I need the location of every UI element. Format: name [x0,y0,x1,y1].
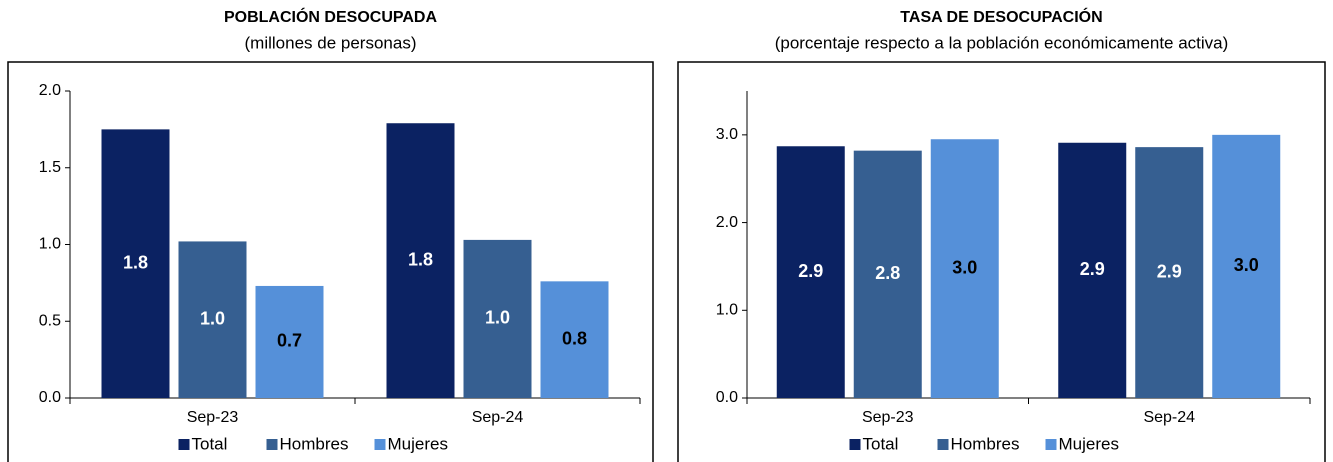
legend-label: Mujeres [1059,434,1119,453]
bar [930,139,999,398]
y-tick-label: 0.0 [716,389,738,406]
legend-swatch [937,439,949,450]
y-tick-label: 3.0 [716,126,738,143]
x-tick-label: Sep-24 [472,409,524,426]
bar [101,129,170,398]
bar [178,241,247,398]
y-tick-label: 2.0 [39,82,61,99]
x-tick-label: Sep-23 [862,409,914,426]
legend-swatch [266,439,278,450]
x-tick-label: Sep-23 [187,409,239,426]
chart-title: TASA DE DESOCUPACIÓN [900,7,1102,26]
legend-label: Total [192,434,228,453]
chart-subtitle: (millones de personas) [245,33,417,52]
bar [853,150,922,398]
y-tick-label: 1.0 [39,236,61,253]
x-tick-label: Sep-24 [1143,409,1195,426]
y-tick-label: 1.0 [716,302,738,319]
bar [540,281,609,398]
legend-label: Hombres [951,434,1020,453]
chart-subtitle: (porcentaje respecto a la población econ… [775,33,1229,52]
y-tick-label: 2.0 [716,214,738,231]
legend-swatch [178,439,190,450]
y-tick-label: 0.0 [39,389,61,406]
legend-label: Total [863,434,899,453]
value-label: 1.8 [123,252,148,272]
legend-label: Mujeres [388,434,448,453]
bar [463,239,532,398]
value-label: 0.8 [562,328,587,348]
legend-swatch [1045,439,1057,450]
panel-frame [7,61,654,462]
value-label: 1.0 [200,308,225,328]
value-label: 2.9 [1080,259,1105,279]
chart-title: POBLACIÓN DESOCUPADA [224,7,437,26]
value-label: 2.9 [1157,261,1182,281]
value-label: 3.0 [952,257,977,277]
y-tick-label: 0.5 [39,312,61,329]
legend-label: Hombres [280,434,349,453]
panel-frame [677,61,1326,462]
value-label: 1.0 [485,308,510,328]
legend-swatch [849,439,861,450]
value-label: 3.0 [1234,255,1259,275]
value-label: 2.8 [875,263,900,283]
bar [776,146,845,398]
bar [386,123,455,399]
bar [1135,147,1204,398]
bar [1212,134,1281,398]
value-label: 1.8 [408,249,433,269]
bar [255,285,324,398]
y-tick-label: 1.5 [39,159,61,176]
value-label: 2.9 [798,261,823,281]
bar [1058,142,1127,398]
legend-swatch [374,439,386,450]
value-label: 0.7 [277,331,302,351]
